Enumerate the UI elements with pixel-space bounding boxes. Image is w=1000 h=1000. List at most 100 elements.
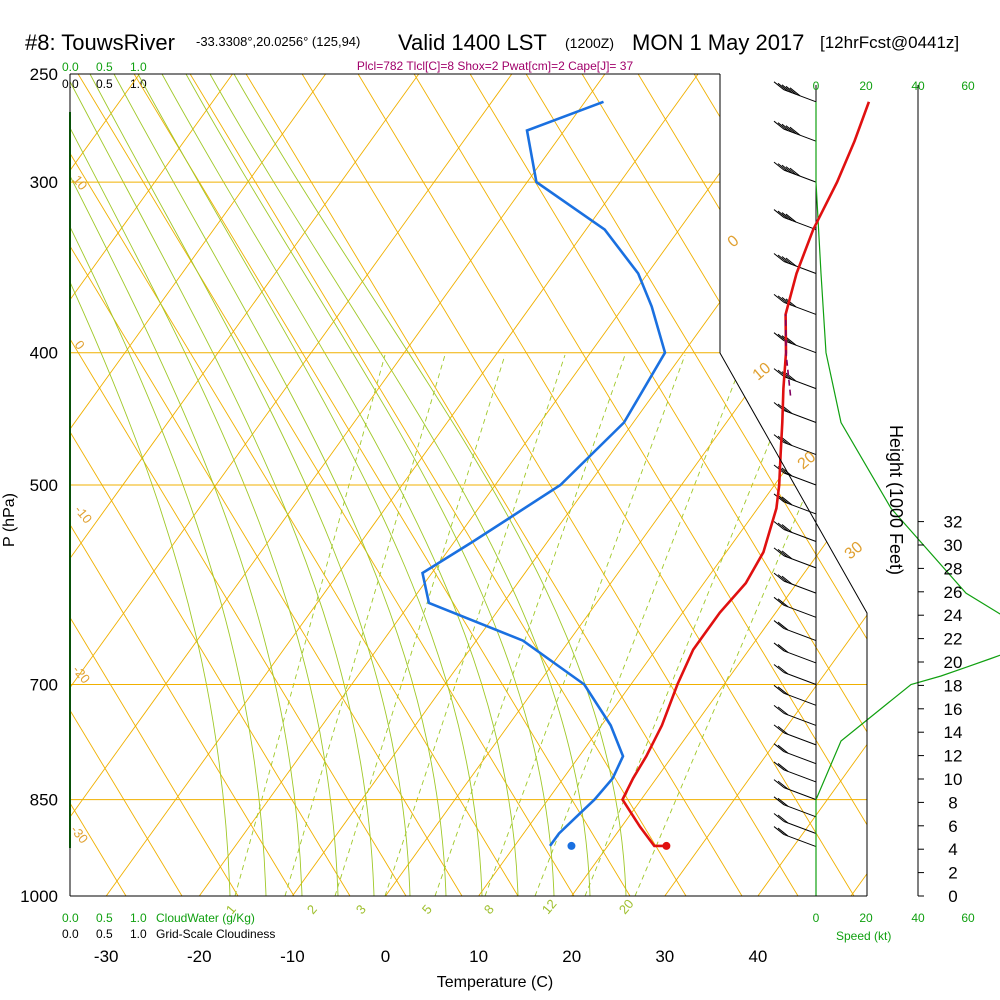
wind-barb-flag: [773, 684, 785, 694]
wind-barb-flag: [777, 435, 789, 445]
moist-adiabat: [209, 74, 591, 896]
cloudiness-bottom-tick: 0.5: [96, 927, 113, 941]
wind-barb: [783, 769, 817, 783]
wind-barb-flag: [773, 724, 785, 734]
wind-barb: [783, 217, 817, 231]
moist-adiabat: [70, 281, 231, 896]
x-tick-label: -10: [280, 947, 305, 966]
wind-barb: [783, 501, 817, 515]
wind-barb-flag: [785, 213, 797, 223]
cloud-scale-bottom: 0.0 0.5 1.0 CloudWater (g/Kg) 0.0 0.5 1.…: [62, 911, 275, 941]
wind-barb-flag: [781, 524, 793, 533]
moist-adiabat: [161, 74, 519, 896]
x-tick-label: 10: [469, 947, 488, 966]
dry-adiabat: [70, 430, 351, 896]
wind-barb-flag: [777, 725, 789, 735]
plot-boundary: [719, 74, 868, 896]
y-tick-label: 1000: [20, 887, 58, 906]
dry-adiabat: [357, 74, 855, 896]
wind-barb-flag: [785, 85, 797, 95]
dry-adiabat-left-label: -10: [72, 502, 96, 526]
wind-barb: [783, 692, 817, 706]
height-tick-label: 14: [944, 723, 963, 742]
wind-barb-flag: [789, 126, 801, 136]
speed-tick: 40: [911, 79, 925, 93]
wind-barb-flag: [773, 796, 785, 806]
wind-profile: [773, 81, 1000, 896]
wind-barb-flag: [773, 572, 785, 582]
x-tick-label: -30: [94, 947, 119, 966]
wind-barb: [783, 751, 817, 765]
wind-barb-flag: [785, 298, 797, 308]
wind-barb: [783, 442, 817, 456]
surface-temperature-dot: [662, 841, 671, 850]
dry-adiabat-left-label: 0: [72, 337, 88, 352]
isotherm: [70, 74, 233, 301]
wind-barb-flag: [777, 295, 789, 305]
dry-adiabat: [70, 152, 519, 896]
wind-barb-flag: [773, 813, 785, 822]
wind-barb: [783, 834, 817, 848]
wind-barb-flag: [773, 209, 785, 218]
valid-time: Valid 1400 LST: [398, 30, 547, 55]
dry-adiabat: [77, 74, 575, 896]
speed-tick: 0: [813, 911, 820, 925]
height-tick-label: 4: [948, 840, 957, 859]
dry-adiabat: [70, 802, 127, 896]
dry-adiabat: [301, 74, 799, 896]
height-tick-label: 6: [948, 817, 957, 836]
cloud-top-tick: 0.5: [96, 60, 113, 74]
station-title: #8: TouwsRiver: [25, 30, 175, 55]
speed-tick: 0: [813, 79, 820, 93]
wind-barb-flag: [777, 369, 789, 379]
isotherm: [571, 485, 867, 896]
mixing-ratio-label: 5: [419, 902, 435, 917]
height-tick-label: 18: [944, 676, 963, 695]
isotherm: [664, 614, 867, 896]
forecast-info: [12hrFcst@0441z]: [820, 33, 959, 52]
series-line-temperature: [621, 101, 871, 848]
isotherm: [757, 743, 867, 896]
wind-barb-flag: [777, 82, 789, 92]
wind-barb-flag: [777, 522, 789, 532]
dry-adiabat: [0, 34, 14, 896]
mixing-ratio-label: 3: [353, 902, 369, 917]
wind-barb-flag: [777, 644, 789, 653]
wind-barb: [783, 672, 817, 685]
moist-adiabat: [113, 74, 447, 896]
dry-adiabat-left-label: -30: [68, 822, 92, 846]
height-tick-label: 24: [944, 606, 963, 625]
dry-adiabat: [70, 895, 71, 896]
height-tick-label: 30: [944, 536, 963, 555]
wind-barb-flag: [777, 763, 789, 772]
wind-barb-flag: [773, 596, 785, 606]
speed-profile-line: [815, 101, 1000, 896]
cloud-bottom-tick: 1.0: [130, 911, 147, 925]
mixing-ratio-label: 20: [616, 896, 637, 917]
speed-axis-bottom: 0 20 40 60 Speed (kt): [813, 911, 975, 943]
wind-barb: [783, 804, 817, 818]
wind-barb-flag: [777, 827, 789, 837]
wind-barb-flag: [777, 621, 789, 631]
wind-barb-flag: [773, 294, 785, 303]
mixing-ratio-line: [234, 354, 386, 896]
wind-barb-flag: [777, 814, 789, 824]
y-tick-label: 850: [30, 791, 58, 810]
dry-adiabat: [413, 74, 867, 826]
y-tick-label: 400: [30, 344, 58, 363]
speed-tick: 20: [859, 911, 873, 925]
mixing-ratio-line: [284, 354, 446, 896]
wind-barb: [783, 732, 817, 746]
height-tick-label: 8: [948, 793, 957, 812]
wind-barb-flag: [773, 161, 785, 171]
wind-barb-flag: [773, 642, 785, 652]
wind-barb: [783, 821, 817, 834]
wind-barb-flag: [785, 336, 797, 346]
cloud-scale-top: 0.0 0.5 1.0 0.0 0.5 1.0: [62, 60, 147, 91]
height-axis-label: Height (1000 Feet): [886, 425, 906, 575]
mixing-ratio-line: [534, 354, 746, 896]
wind-barb-flag: [773, 332, 785, 342]
wind-barb-flag: [777, 254, 789, 264]
